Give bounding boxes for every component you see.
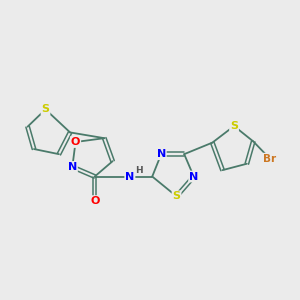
Text: N: N [68,162,77,172]
Text: S: S [230,121,238,131]
Text: Br: Br [263,154,276,164]
Text: O: O [71,137,80,147]
Text: N: N [125,172,134,182]
Text: S: S [172,191,181,201]
Text: H: H [135,166,142,175]
Text: N: N [157,149,166,159]
Text: N: N [189,172,198,182]
Text: S: S [41,104,50,114]
Text: O: O [90,196,99,206]
